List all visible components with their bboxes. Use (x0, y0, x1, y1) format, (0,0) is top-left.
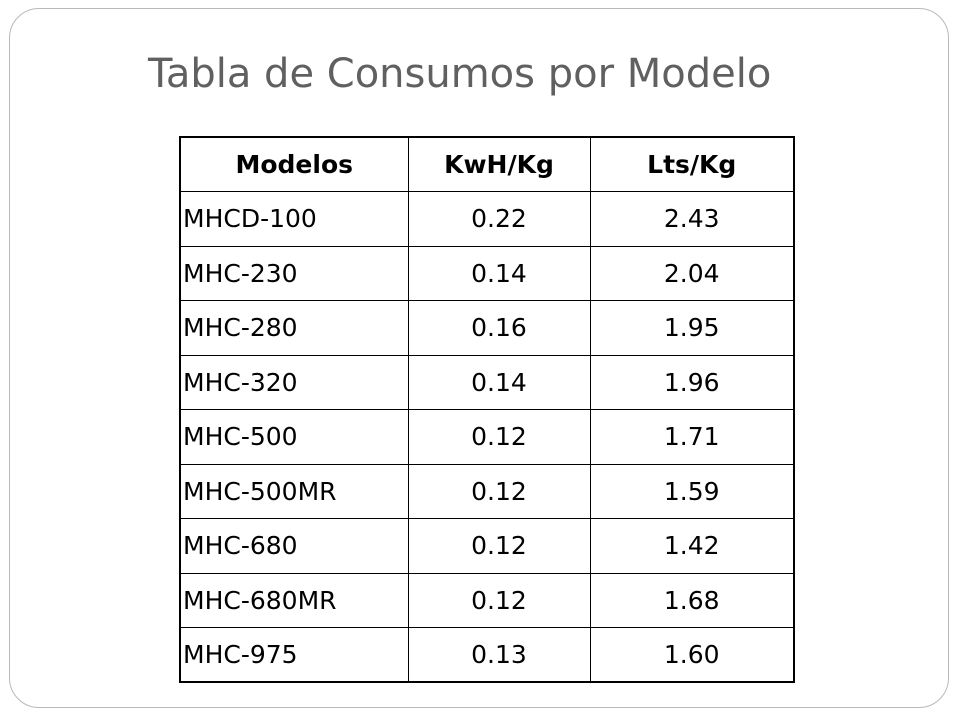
model-cell: MHC-500MR (179, 463, 409, 519)
lts-cell: 1.95 (589, 300, 795, 356)
table-row: MHC-680MR 0.12 1.68 (179, 572, 795, 628)
table-header-row: Modelos KwH/Kg Lts/Kg (179, 136, 795, 192)
lts-cell: 1.68 (589, 572, 795, 628)
model-cell: MHC-975 (179, 627, 409, 683)
model-cell: MHC-230 (179, 245, 409, 301)
kwh-cell: 0.16 (407, 300, 591, 356)
table-row: MHC-320 0.14 1.96 (179, 354, 795, 410)
consumption-table: Modelos KwH/Kg Lts/Kg MHCD-100 0.22 2.43… (179, 136, 795, 683)
kwh-cell: 0.12 (407, 518, 591, 574)
slide-title: Tabla de Consumos por Modelo (148, 51, 772, 97)
lts-cell: 1.42 (589, 518, 795, 574)
lts-cell: 1.71 (589, 409, 795, 465)
table-row: MHCD-100 0.22 2.43 (179, 191, 795, 247)
header-kwh-per-kg: KwH/Kg (407, 136, 591, 192)
kwh-cell: 0.14 (407, 354, 591, 410)
model-cell: MHC-320 (179, 354, 409, 410)
kwh-cell: 0.14 (407, 245, 591, 301)
table-row: MHC-500 0.12 1.71 (179, 409, 795, 465)
lts-cell: 1.60 (589, 627, 795, 683)
lts-cell: 2.43 (589, 191, 795, 247)
kwh-cell: 0.12 (407, 463, 591, 519)
model-cell: MHC-500 (179, 409, 409, 465)
model-cell: MHC-680 (179, 518, 409, 574)
table-row: MHC-975 0.13 1.60 (179, 627, 795, 683)
lts-cell: 1.96 (589, 354, 795, 410)
header-models: Modelos (179, 136, 409, 192)
table-row: MHC-500MR 0.12 1.59 (179, 463, 795, 519)
table-row: MHC-680 0.12 1.42 (179, 518, 795, 574)
header-lts-per-kg: Lts/Kg (589, 136, 795, 192)
kwh-cell: 0.12 (407, 572, 591, 628)
model-cell: MHC-680MR (179, 572, 409, 628)
table-row: MHC-280 0.16 1.95 (179, 300, 795, 356)
model-cell: MHC-280 (179, 300, 409, 356)
lts-cell: 1.59 (589, 463, 795, 519)
table-row: MHC-230 0.14 2.04 (179, 245, 795, 301)
model-cell: MHCD-100 (179, 191, 409, 247)
kwh-cell: 0.13 (407, 627, 591, 683)
kwh-cell: 0.12 (407, 409, 591, 465)
lts-cell: 2.04 (589, 245, 795, 301)
kwh-cell: 0.22 (407, 191, 591, 247)
